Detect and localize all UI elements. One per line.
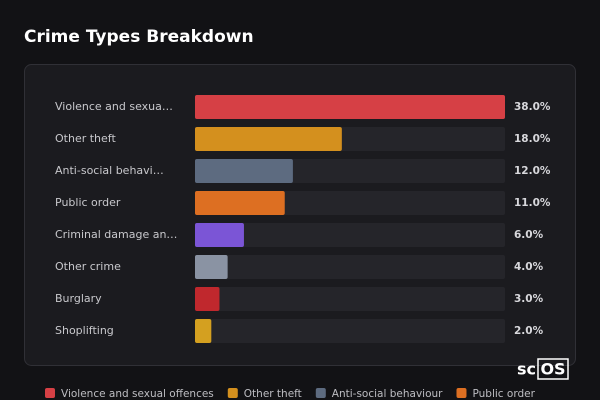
value-label: 11.0%: [514, 197, 551, 209]
bar: [195, 127, 342, 151]
category-label: Anti-social behavi…: [55, 164, 164, 177]
bar: [195, 191, 285, 215]
bar-track: [195, 223, 505, 247]
watermark-boxed: OS: [540, 360, 565, 379]
watermark-box: [537, 358, 569, 380]
legend-swatch: [45, 388, 55, 398]
legend-label: Anti-social behaviour: [332, 388, 443, 400]
legend-label: Violence and sexual offences: [61, 388, 214, 400]
bar: [195, 287, 220, 311]
value-label: 12.0%: [514, 165, 551, 177]
category-label: Burglary: [55, 292, 102, 305]
value-label: 6.0%: [514, 229, 544, 241]
legend-swatch: [227, 388, 238, 398]
legend-label: Other theft: [244, 388, 302, 400]
watermark: sc OS: [517, 358, 569, 380]
value-label: 38.0%: [514, 101, 551, 113]
category-label: Public order: [55, 196, 121, 209]
value-label: 3.0%: [514, 293, 544, 305]
chart-title: Crime Types Breakdown: [24, 27, 254, 47]
watermark-prefix: sc: [517, 360, 536, 379]
value-label: 18.0%: [514, 133, 551, 145]
category-label: Shoplifting: [55, 324, 114, 337]
legend-label: Public order: [472, 388, 535, 400]
bar-track: [195, 287, 505, 311]
legend-swatch: [315, 388, 326, 398]
category-label: Other theft: [55, 132, 116, 145]
category-label: Other crime: [55, 260, 121, 273]
bar: [195, 255, 228, 279]
bar: [195, 319, 212, 343]
value-label: 4.0%: [514, 261, 544, 273]
bar: [195, 159, 293, 183]
category-label: Criminal damage an…: [55, 228, 177, 241]
bar: [195, 223, 244, 247]
bar-track: [195, 255, 505, 279]
bar: [195, 95, 505, 119]
legend-swatch: [456, 388, 467, 398]
bar-track: [195, 319, 505, 343]
category-label: Violence and sexua…: [55, 100, 173, 113]
value-label: 2.0%: [514, 325, 544, 337]
